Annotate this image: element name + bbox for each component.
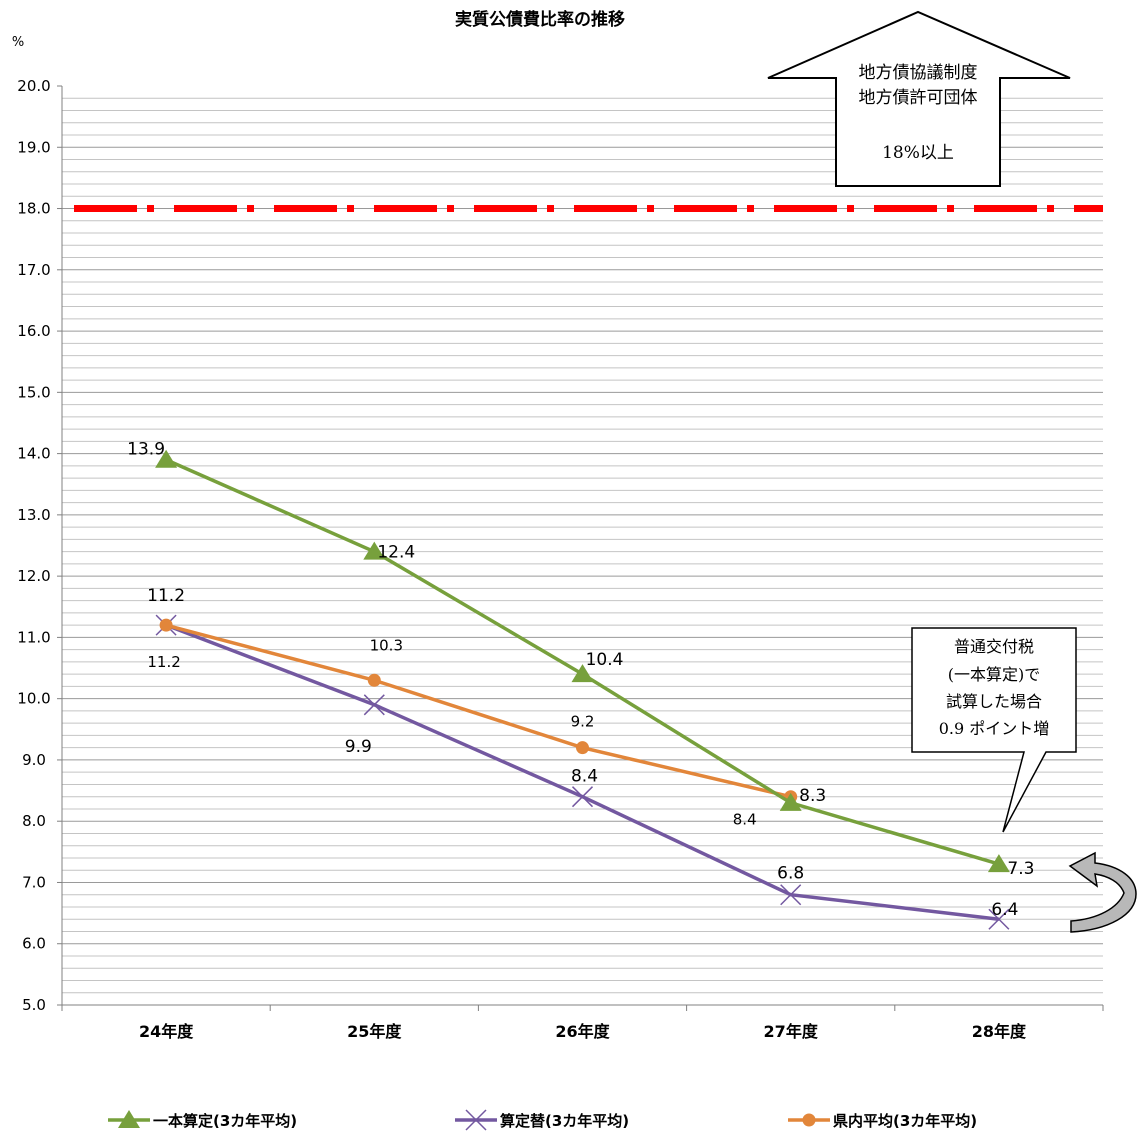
threshold-callout-line-2: 地方債許可団体 [859, 88, 978, 108]
up-arrow-callout-shape [767, 10, 1071, 187]
x-marker-stroke [780, 884, 802, 906]
data-label-kennai-0: 11.2 [147, 653, 180, 671]
curved-arrow-icon [1068, 851, 1137, 933]
bubble-callout-line-4: 0.9 ポイント増 [939, 719, 1050, 738]
bubble-callout-line-2: (一本算定)で [948, 665, 1041, 684]
threshold-callout-line-1: 地方債協議制度 [859, 63, 978, 83]
y-tick-label: 15.0 [17, 383, 50, 401]
y-tick-label: 14.0 [17, 445, 50, 463]
x-tick-label: 24年度 [139, 1022, 194, 1041]
gridlines [62, 97, 1103, 994]
x-tick-label: 25年度 [347, 1022, 402, 1041]
point-ippon-2 [571, 664, 594, 683]
legend-marker-ippon [118, 1110, 140, 1128]
data-label-santeigae-2: 8.4 [571, 767, 598, 787]
y-tick-label: 8.0 [22, 812, 46, 830]
legend-marker-kennai [802, 1113, 816, 1127]
chart-title: 実質公債費比率の推移 [455, 9, 625, 30]
bubble-callout-line-1: 普通交付税 [954, 637, 1034, 656]
y-tick-label: 18.0 [17, 200, 50, 218]
point-ippon-4 [987, 854, 1010, 873]
data-label-ippon-0: 13.9 [127, 440, 165, 460]
data-label-ippon-3: 8.3 [799, 786, 826, 806]
bubble-callout: 普通交付税 (一本算定)で 試算した場合 0.9 ポイント増 [911, 627, 1077, 833]
y-tick-label: 6.0 [22, 935, 46, 953]
x-tick-label: 27年度 [764, 1022, 819, 1041]
data-label-santeigae-1: 9.9 [345, 737, 372, 757]
data-label-ippon-1: 12.4 [377, 543, 415, 563]
legend-label-santeigae: 算定替(3カ年平均) [500, 1112, 629, 1130]
legend-label-kennai: 県内平均(3カ年平均) [833, 1112, 977, 1130]
data-label-ippon-2: 10.4 [586, 650, 624, 670]
legend-label-ippon: 一本算定(3カ年平均) [153, 1112, 297, 1130]
legend: 一本算定(3カ年平均) 算定替(3カ年平均) 県内平均(3カ年平均) [108, 1109, 977, 1131]
speech-bubble-shape [911, 627, 1077, 833]
data-labels-group: 13.9 12.4 10.4 8.3 7.3 11.2 9.9 8.4 6.8 6.4 11.2 10… [127, 440, 1034, 921]
y-tick-label: 10.0 [17, 690, 50, 708]
y-tick-label: 12.0 [17, 567, 50, 585]
data-label-santeigae-3: 6.8 [777, 864, 804, 884]
x-tick-label: 26年度 [555, 1022, 610, 1041]
y-tick-label: 16.0 [17, 322, 50, 340]
y-tick-label: 20.0 [17, 77, 50, 95]
x-marker-stroke [363, 694, 385, 716]
y-tick-label: 13.0 [17, 506, 50, 524]
legend-marker-santeigae [465, 1109, 487, 1131]
y-tick-label: 17.0 [17, 261, 50, 279]
axes: 20.0 19.0 18.0 17.0 16.0 15.0 14.0 13.0 12.0 11.0… [17, 77, 1104, 1041]
y-axis-unit-label: % [12, 35, 24, 50]
point-kennai-1 [367, 673, 381, 687]
series-line-kennai [165, 623, 792, 799]
y-tick-label: 7.0 [22, 873, 46, 891]
point-kennai-2 [576, 741, 589, 755]
y-tick-label: 11.0 [17, 628, 50, 646]
x-marker-stroke [465, 1109, 487, 1131]
point-santeigae-2 [571, 786, 594, 808]
point-ippon-3 [779, 792, 802, 811]
data-label-ippon-4: 7.3 [1007, 859, 1034, 879]
y-tick-label: 19.0 [17, 138, 50, 156]
data-label-kennai-2: 9.2 [571, 713, 595, 731]
x-tick-label: 28年度 [972, 1022, 1027, 1041]
data-label-santeigae-0: 11.2 [147, 586, 185, 606]
bubble-callout-line-3: 試算した場合 [946, 692, 1042, 711]
point-santeigae-3 [780, 884, 802, 906]
point-santeigae-4 [988, 908, 1010, 930]
point-santeigae-1 [363, 694, 385, 716]
y-tick-label: 5.0 [22, 996, 46, 1014]
data-label-kennai-3: 8.4 [733, 811, 757, 829]
y-tick-label: 9.0 [22, 751, 46, 769]
x-marker-stroke [988, 908, 1010, 930]
x-marker-stroke [571, 786, 594, 808]
data-label-santeigae-4: 6.4 [991, 900, 1018, 920]
threshold-callout: 地方債協議制度 地方債許可団体 18%以上 [767, 10, 1071, 187]
point-kennai-0 [159, 618, 173, 632]
series-group [155, 449, 1010, 930]
data-label-kennai-1: 10.3 [370, 636, 403, 654]
point-ippon-1 [363, 541, 386, 560]
point-ippon-0 [155, 449, 178, 468]
threshold-callout-line-4: 18%以上 [882, 143, 954, 163]
